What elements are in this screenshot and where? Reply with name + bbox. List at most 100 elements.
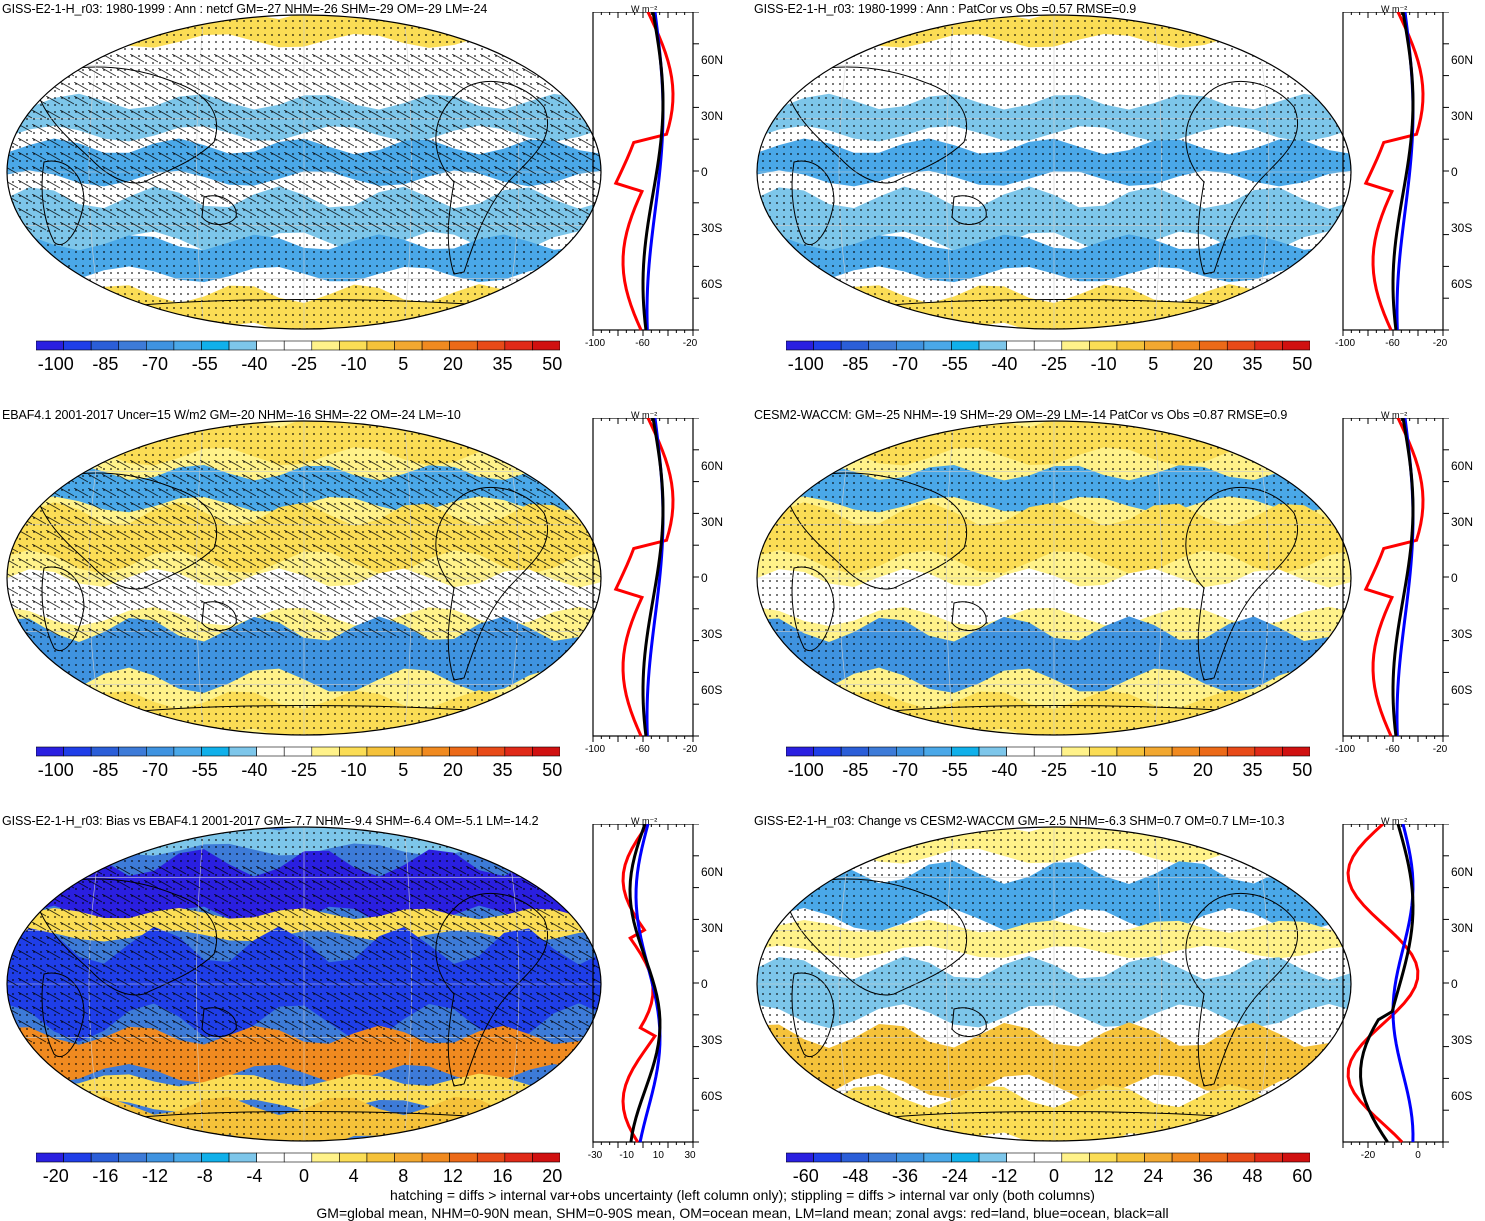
lat-tick-label: 60S — [701, 277, 723, 291]
colorbar-swatch — [1061, 340, 1090, 351]
colorbar-swatch — [421, 1152, 450, 1163]
colorbar-tick-label: 5 — [1148, 760, 1159, 780]
colorbar-swatch — [1199, 1152, 1228, 1163]
colorbar-swatch — [476, 1152, 506, 1163]
colorbar-swatch — [421, 746, 450, 757]
colorbar-tick-label: 50 — [1292, 760, 1313, 780]
map-robinson — [756, 14, 1352, 330]
colorbar — [786, 746, 1310, 757]
colorbar-tick-label: -8 — [196, 1166, 213, 1186]
colorbar-swatch — [394, 1152, 423, 1163]
colorbar-tick-label: -24 — [941, 1166, 968, 1186]
colorbar-swatch — [283, 340, 313, 351]
colorbar-tick-label: 5 — [1148, 354, 1159, 374]
lat-tick-label: 30N — [701, 515, 724, 529]
colorbar-tick-label: 5 — [398, 354, 409, 374]
colorbar-swatch — [1226, 340, 1256, 351]
colorbar-swatch — [1006, 746, 1035, 757]
colorbar-tick-label: -48 — [842, 1166, 869, 1186]
map-robinson — [6, 14, 602, 330]
stippling — [757, 15, 1351, 329]
colorbar-swatch — [1116, 340, 1145, 351]
colorbar-swatch — [63, 340, 92, 351]
colorbar-swatch — [1033, 1152, 1063, 1163]
colorbar-swatch — [951, 1152, 980, 1163]
colorbar-swatch — [813, 340, 842, 351]
colorbar-swatch — [201, 1152, 230, 1163]
lat-tick-label: 60N — [701, 53, 724, 67]
colorbar-swatch — [840, 340, 870, 351]
colorbar-swatch — [476, 340, 506, 351]
colorbar-tick-label: -55 — [941, 760, 968, 780]
colorbar-swatch — [1171, 340, 1200, 351]
panel-3: EBAF4.1 2001-2017 Uncer=15 W/m2 GM=-20 N… — [0, 406, 735, 806]
lat-tick-label: 30S — [701, 221, 723, 235]
lat-tick-label: 30S — [1451, 221, 1473, 235]
colorbar-tick-label: -10 — [340, 354, 367, 374]
colorbar-tick-label: -60 — [792, 1166, 819, 1186]
colorbar-swatch — [923, 746, 952, 757]
zonal-x-tick-label: 10 — [652, 1150, 664, 1161]
colorbar-tick-label: -25 — [1040, 760, 1068, 780]
colorbar-swatch — [1226, 746, 1256, 757]
lat-tick-label: 30S — [1451, 1033, 1473, 1047]
colorbar-tick-label: -16 — [92, 1166, 119, 1186]
colorbar-swatch — [1254, 340, 1283, 351]
colorbar-swatch — [1089, 746, 1118, 757]
colorbar-swatch — [896, 1152, 925, 1163]
colorbar-tick-label: -85 — [92, 760, 119, 780]
colorbar-swatch — [1144, 340, 1173, 351]
colorbar-swatch — [1254, 746, 1283, 757]
colorbar-swatch — [951, 340, 980, 351]
colorbar-swatch — [840, 746, 870, 757]
colorbar-tick-label: -85 — [842, 760, 869, 780]
colorbar-tick-label: -100 — [787, 354, 824, 374]
zonal-mean-plot — [592, 12, 699, 336]
colorbar-swatch — [228, 1152, 257, 1163]
colorbar-swatch — [118, 1152, 147, 1163]
colorbar-swatch — [1199, 746, 1228, 757]
panel-title: GISS-E2-1-H_r03: Bias vs EBAF4.1 2001-20… — [2, 814, 539, 828]
colorbar-tick-label: -36 — [892, 1166, 919, 1186]
lat-tick-label: 0 — [701, 165, 708, 179]
colorbar-swatch — [1006, 1152, 1035, 1163]
colorbar-swatch — [118, 340, 147, 351]
colorbar-tick-label: 16 — [492, 1166, 513, 1186]
zonal-curve-red — [1363, 418, 1425, 737]
lat-tick-label: 30S — [701, 627, 723, 641]
zonal-x-tick-label: -20 — [1432, 744, 1448, 755]
zonal-curve-blue — [634, 824, 662, 1143]
colorbar-tick-label: -40 — [241, 760, 268, 780]
zonal-x-tick-label: -20 — [1432, 338, 1448, 349]
colorbar-tick-label: 20 — [442, 354, 463, 374]
lat-tick-label: 60N — [1451, 865, 1474, 879]
colorbar-swatch — [978, 340, 1007, 351]
colorbar-swatch — [923, 1152, 952, 1163]
colorbar-tick-label: -100 — [787, 760, 824, 780]
lat-tick-label: 60N — [1451, 459, 1474, 473]
colorbar-swatch — [1226, 1152, 1256, 1163]
colorbar-tick-label: -25 — [290, 760, 318, 780]
zonal-x-tick-label: -60 — [1385, 744, 1400, 755]
colorbar-swatch — [504, 746, 533, 757]
colorbar-swatch — [366, 1152, 395, 1163]
panel-title: GISS-E2-1-H_r03: 1980-1999 : Ann : netcf… — [2, 2, 488, 16]
lat-tick-label: 30N — [1451, 921, 1474, 935]
colorbar-tick-label: 48 — [1242, 1166, 1263, 1186]
colorbar-swatch — [339, 340, 368, 351]
colorbar-swatch — [786, 340, 814, 351]
colorbar-swatch — [896, 746, 925, 757]
colorbar-swatch — [978, 746, 1007, 757]
lat-tick-label: 30S — [701, 1033, 723, 1047]
lat-tick-label: 30N — [701, 109, 724, 123]
units-label: W m⁻² — [631, 410, 658, 420]
colorbar-tick-label: 20 — [542, 1166, 563, 1186]
colorbar-swatch — [1033, 340, 1063, 351]
colorbar — [786, 1152, 1310, 1163]
colorbar-swatch — [476, 746, 506, 757]
colorbar-swatch — [1116, 746, 1145, 757]
colorbar-swatch — [228, 746, 257, 757]
map-robinson — [756, 826, 1352, 1142]
zonal-x-tick-label: -30 — [587, 1150, 603, 1161]
colorbar-swatch — [366, 746, 395, 757]
